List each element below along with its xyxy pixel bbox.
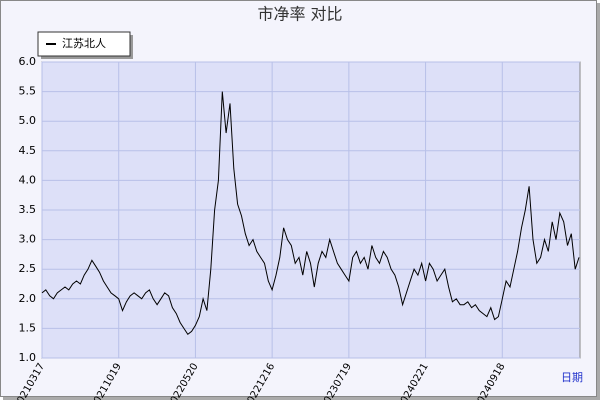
- y-tick-label: 3.0: [19, 233, 37, 246]
- shadow: [3, 397, 600, 400]
- y-tick-label: 5.5: [19, 85, 37, 98]
- series-line: [41, 91, 580, 336]
- x-axis-label: 日期: [561, 371, 583, 384]
- y-tick-label: 2.5: [19, 262, 37, 275]
- y-tick-label: 1.5: [19, 321, 37, 334]
- y-tick-label: 6.0: [19, 55, 37, 68]
- shadow: [597, 3, 600, 400]
- y-tick-label: 5.0: [19, 114, 37, 127]
- y-tick-label: 4.0: [19, 173, 37, 186]
- legend-label: 江苏北人: [62, 37, 106, 50]
- y-tick-label: 4.5: [19, 144, 37, 157]
- chart-title: 市净率 对比: [257, 5, 342, 24]
- y-tick-label: 3.5: [19, 203, 37, 216]
- y-tick-label: 1.0: [19, 351, 37, 364]
- y-tick-label: 2.0: [19, 292, 37, 305]
